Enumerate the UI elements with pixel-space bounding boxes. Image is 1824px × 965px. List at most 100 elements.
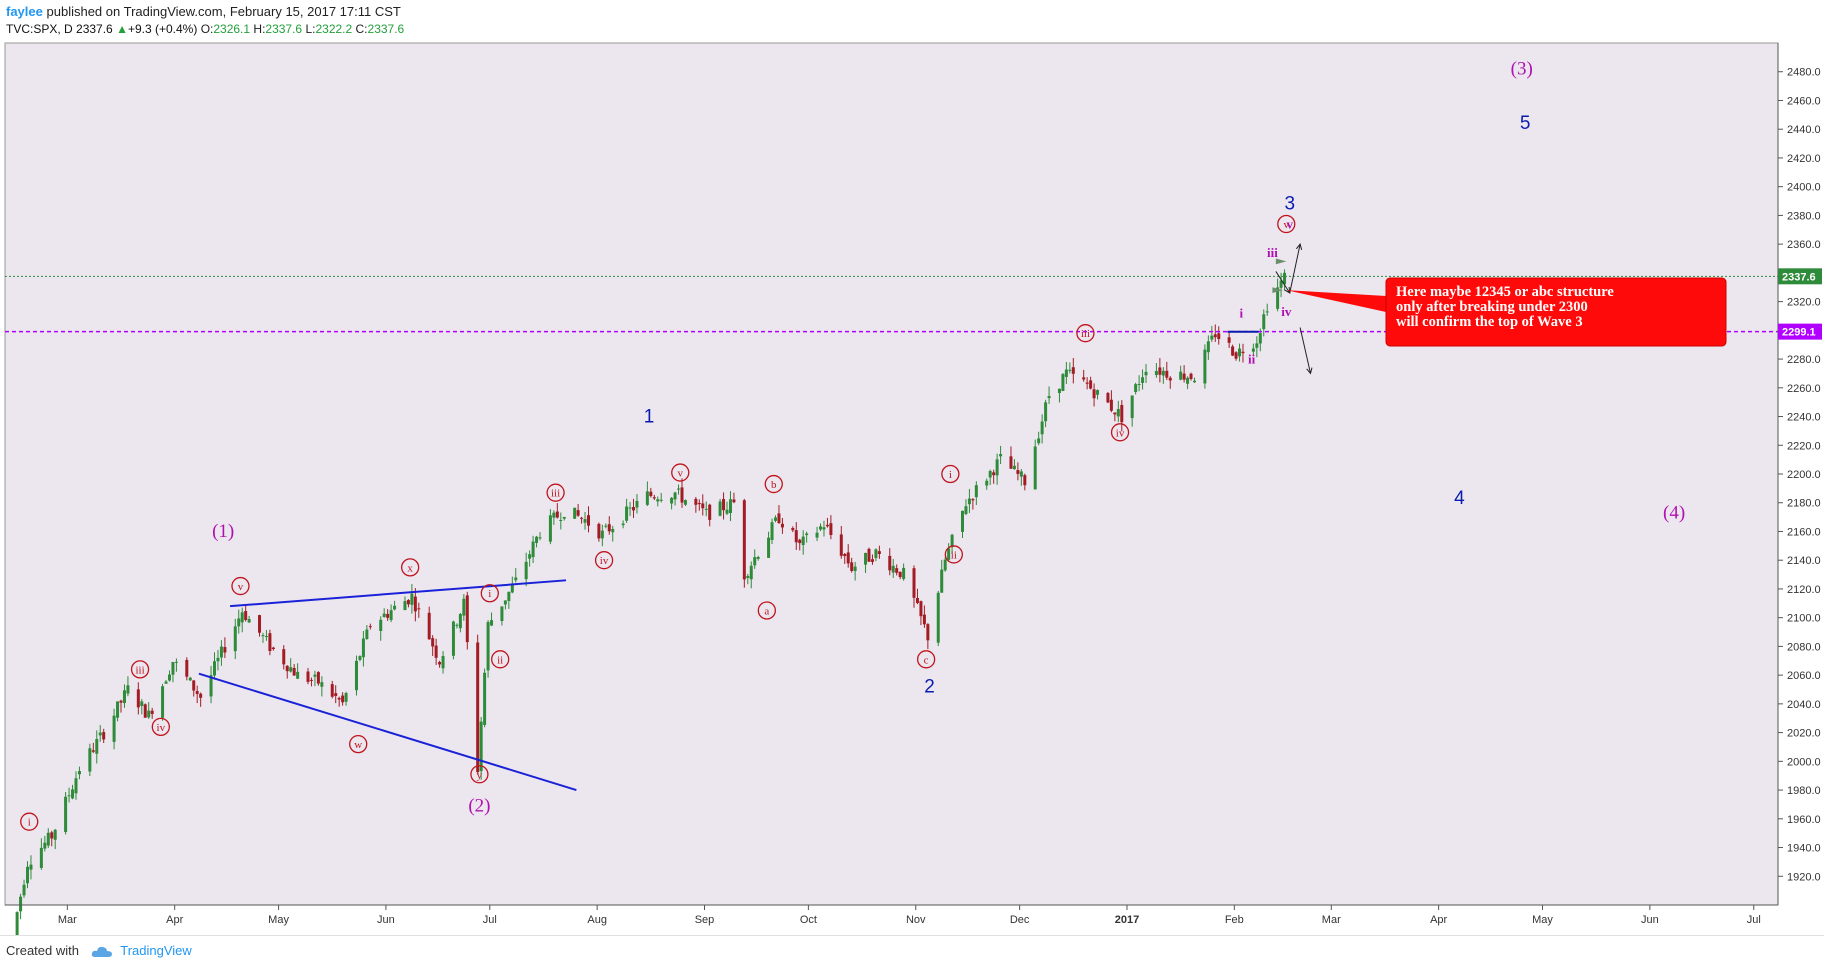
candle-up	[389, 610, 393, 621]
candle-down	[465, 595, 469, 643]
candle-up	[753, 557, 757, 566]
footer: Created with TradingView	[0, 935, 1824, 965]
author-link[interactable]: faylee	[6, 4, 43, 19]
candle-down	[895, 568, 899, 573]
price-tick-label: 2060.0	[1787, 670, 1821, 682]
candle-up	[1044, 402, 1048, 422]
candle-up	[988, 471, 992, 478]
change-value: +9.3 (+0.4%)	[127, 22, 198, 36]
candle-up	[659, 499, 663, 501]
candle-up	[552, 512, 556, 518]
candle-up	[483, 672, 487, 725]
candle-up	[573, 507, 577, 519]
candle-up	[403, 601, 407, 611]
candle-up	[947, 548, 951, 560]
candle-up	[161, 686, 165, 718]
wave-label: v	[1284, 219, 1290, 231]
candle-up	[1040, 421, 1044, 435]
candle-up	[462, 598, 466, 616]
time-tick-label: Mar	[1322, 914, 1341, 926]
candle-down	[223, 647, 227, 653]
candle-up	[673, 492, 677, 500]
wave-label: i	[949, 469, 952, 481]
time-tick-label: Apr	[1430, 914, 1447, 926]
candle-up	[240, 612, 244, 623]
candle-down	[476, 642, 480, 773]
candle-down	[316, 672, 320, 684]
candles	[5, 269, 1287, 964]
candle-up	[213, 661, 217, 676]
time-tick-label: Nov	[906, 914, 926, 926]
open-label: O:	[200, 22, 214, 36]
wave-label: ii	[497, 654, 503, 666]
candle-down	[136, 689, 140, 708]
candle-down	[1120, 404, 1124, 423]
candle-up	[98, 732, 102, 736]
candle-up	[500, 606, 504, 622]
wave-label: 5	[1520, 113, 1531, 134]
candle-up	[1279, 280, 1283, 288]
candle-up	[507, 591, 511, 601]
candle-down	[337, 697, 341, 700]
candle-up	[1116, 408, 1120, 417]
candle-up	[635, 500, 639, 508]
candle-up	[26, 866, 30, 884]
candle-up	[604, 525, 608, 527]
symbol-label[interactable]: TVC:SPX, D	[6, 22, 73, 36]
candle-down	[268, 633, 272, 652]
wave-label: i	[28, 817, 31, 829]
candle-up	[77, 771, 81, 775]
candle-up	[562, 516, 566, 519]
candle-down	[680, 487, 684, 503]
tradingview-link[interactable]: TradingView	[120, 943, 192, 958]
candle-down	[334, 693, 338, 696]
price-axis-background	[1778, 43, 1824, 905]
callout-text-line: will confirm the top of Wave 3	[1396, 314, 1583, 330]
change-arrow-icon: ▲	[116, 22, 128, 36]
last-price: 2337.6	[76, 22, 113, 36]
candle-down	[368, 626, 372, 628]
price-tick-label: 2040.0	[1787, 699, 1821, 711]
low-label: L:	[305, 22, 316, 36]
wave-label: 1	[644, 406, 655, 427]
price-tick-label: 2120.0	[1787, 584, 1821, 596]
level-badge	[1778, 323, 1822, 340]
price-tick-label: 2000.0	[1787, 756, 1821, 768]
candle-down	[780, 523, 784, 528]
time-tick-label: May	[268, 914, 289, 926]
candle-up	[490, 620, 494, 626]
candle-up	[126, 685, 130, 694]
candle-up	[379, 619, 383, 631]
price-axis[interactable]: 1920.0 1940.0 1960.0 1980.0 2000.0 2020.0 2040…	[1777, 43, 1824, 905]
candle-down	[922, 614, 926, 625]
candle-up	[683, 500, 687, 505]
candle-up	[943, 559, 947, 571]
time-axis[interactable]: Mar Apr May Jun Jul Aug Sep Oct Nov Dec 2017 Feb Mar…	[5, 904, 1778, 926]
candle-down	[150, 710, 154, 714]
price-tick-label: 2320.0	[1787, 297, 1821, 309]
candle-down	[1165, 370, 1169, 378]
candle-up	[510, 584, 514, 593]
candle-up	[122, 690, 126, 704]
projection-arrow-down-2-head	[1306, 367, 1313, 375]
candle-down	[1234, 352, 1238, 359]
candle-up	[819, 526, 823, 530]
candle-down	[888, 555, 892, 571]
candle-up	[1179, 371, 1183, 380]
wave-label-circle	[20, 812, 39, 831]
candle-up	[188, 677, 192, 681]
candle-down	[1168, 377, 1172, 381]
candle-down	[877, 551, 881, 554]
candle-up	[39, 847, 43, 868]
candle-up	[718, 501, 722, 516]
candle-up	[1276, 287, 1280, 309]
wave-label: iv	[600, 555, 609, 567]
created-with-label: Created with	[6, 943, 79, 958]
candle-up	[1161, 370, 1165, 376]
price-tick-label: 2480.0	[1787, 67, 1821, 79]
candle-down	[649, 491, 653, 497]
projection-arrow-up	[1289, 244, 1301, 294]
wave-label: iii	[1267, 245, 1278, 260]
candle-up	[88, 748, 92, 772]
